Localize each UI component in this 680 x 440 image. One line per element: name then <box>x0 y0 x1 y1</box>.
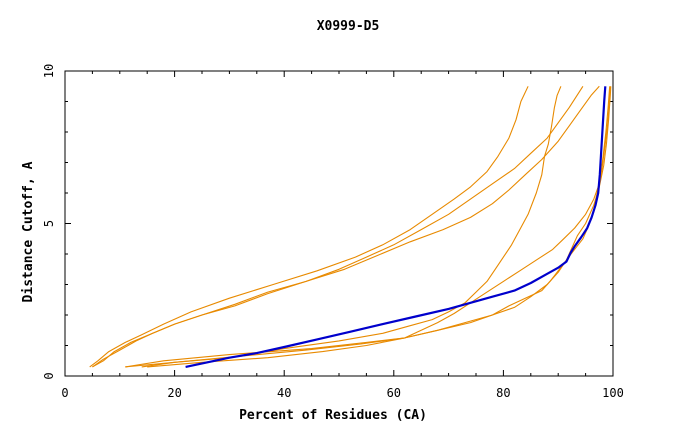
series-line <box>125 86 611 368</box>
x-tick-label: 80 <box>496 386 510 400</box>
x-tick-label: 60 <box>387 386 401 400</box>
x-axis: 0 20 40 60 80 100 <box>61 71 624 400</box>
y-axis: 0 5 10 <box>42 64 613 380</box>
series-line <box>125 86 612 368</box>
x-tick-label: 0 <box>61 386 68 400</box>
chart-title: X0999-D5 <box>317 19 380 34</box>
y-tick-label: 5 <box>42 220 56 227</box>
x-tick-label: 40 <box>277 386 291 400</box>
x-tick-label: 20 <box>167 386 181 400</box>
x-tick-label: 100 <box>602 386 624 400</box>
y-tick-label: 10 <box>42 64 56 78</box>
y-axis-label: Distance Cutoff, A <box>21 161 36 302</box>
plot-frame <box>64 70 614 377</box>
series-line-highlight <box>185 86 607 368</box>
y-tick-label: 0 <box>42 372 56 379</box>
series-line <box>92 86 584 368</box>
x-axis-label: Percent of Residues (CA) <box>239 408 427 423</box>
series-line <box>92 85 600 368</box>
series-line <box>141 86 562 368</box>
series-group <box>89 85 612 368</box>
series-line <box>89 86 529 368</box>
